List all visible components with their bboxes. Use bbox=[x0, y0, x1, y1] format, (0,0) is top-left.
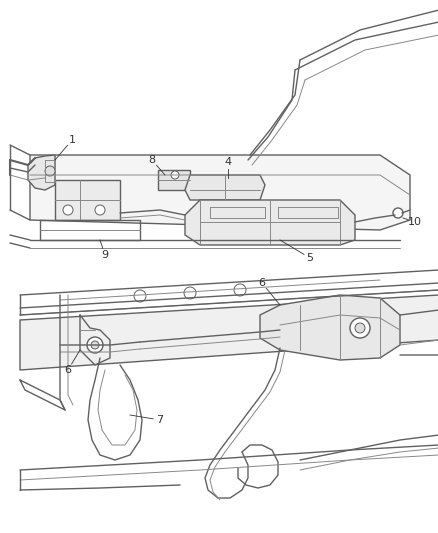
Circle shape bbox=[91, 341, 99, 349]
Polygon shape bbox=[184, 200, 354, 245]
Text: 9: 9 bbox=[101, 250, 108, 260]
Circle shape bbox=[392, 208, 402, 218]
Polygon shape bbox=[184, 175, 265, 200]
Circle shape bbox=[171, 171, 179, 179]
Text: 10: 10 bbox=[407, 217, 421, 227]
Polygon shape bbox=[20, 295, 438, 370]
Circle shape bbox=[95, 205, 105, 215]
Text: 7: 7 bbox=[156, 415, 163, 425]
Circle shape bbox=[233, 284, 245, 296]
Text: 6: 6 bbox=[64, 365, 71, 375]
Text: 6: 6 bbox=[258, 278, 265, 288]
Circle shape bbox=[354, 323, 364, 333]
Polygon shape bbox=[30, 155, 409, 230]
Text: 1: 1 bbox=[68, 135, 75, 145]
Polygon shape bbox=[259, 295, 399, 360]
Circle shape bbox=[45, 166, 55, 176]
Polygon shape bbox=[28, 155, 55, 190]
Text: 8: 8 bbox=[148, 155, 155, 165]
Text: 4: 4 bbox=[224, 157, 231, 167]
Circle shape bbox=[87, 337, 103, 353]
Circle shape bbox=[134, 290, 146, 302]
Polygon shape bbox=[158, 170, 190, 190]
Circle shape bbox=[349, 318, 369, 338]
Circle shape bbox=[184, 287, 195, 299]
Circle shape bbox=[63, 205, 73, 215]
Text: 5: 5 bbox=[306, 253, 313, 263]
Polygon shape bbox=[55, 180, 120, 220]
